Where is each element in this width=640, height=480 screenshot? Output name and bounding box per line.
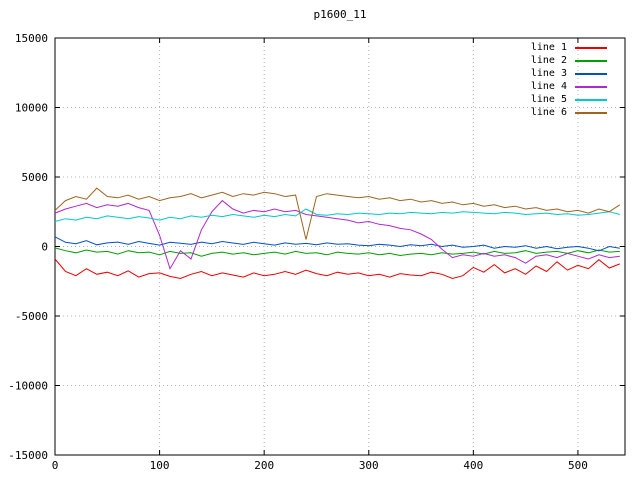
x-tick-label: 0 (52, 459, 59, 472)
series-line-4 (54, 199, 620, 270)
legend-line-sample (575, 98, 607, 101)
legend: line 1 line 2 line 3 line 4 line 5 line … (531, 41, 607, 119)
legend-item: line 1 (531, 41, 607, 54)
legend-label: line 4 (530, 81, 567, 92)
x-tick-label: 200 (254, 459, 274, 472)
x-tick-label: 300 (359, 459, 379, 472)
legend-line-sample (575, 59, 607, 62)
legend-item: line 4 (531, 80, 607, 93)
y-tick-label: -15000 (8, 449, 48, 462)
series-line-2 (54, 247, 620, 257)
legend-line-sample (575, 46, 607, 49)
legend-line-sample (575, 111, 607, 114)
legend-item: line 5 (531, 93, 607, 106)
legend-item: line 3 (531, 67, 607, 80)
y-tick-label: -5000 (15, 310, 48, 323)
legend-item: line 2 (531, 54, 607, 67)
legend-label: line 1 (530, 42, 567, 53)
legend-item: line 6 (531, 106, 607, 119)
series-line-5 (54, 208, 620, 222)
legend-label: line 5 (530, 94, 567, 105)
series-line-1 (54, 258, 620, 280)
legend-line-sample (575, 85, 607, 88)
x-tick-label: 100 (150, 459, 170, 472)
chart-title: p1600_11 (313, 8, 367, 21)
x-tick-label: 400 (463, 459, 483, 472)
series-line-6 (54, 187, 621, 240)
y-tick-label: 0 (41, 241, 48, 254)
legend-line-sample (575, 72, 607, 75)
y-tick-label: -10000 (8, 380, 48, 393)
x-tick-label: 500 (568, 459, 588, 472)
legend-label: line 3 (530, 68, 567, 79)
y-tick-label: 5000 (22, 171, 49, 184)
y-tick-label: 10000 (15, 102, 48, 115)
series-line-3 (54, 236, 620, 252)
legend-label: line 6 (530, 107, 567, 118)
y-tick-label: 15000 (15, 32, 48, 45)
legend-label: line 2 (530, 55, 567, 66)
